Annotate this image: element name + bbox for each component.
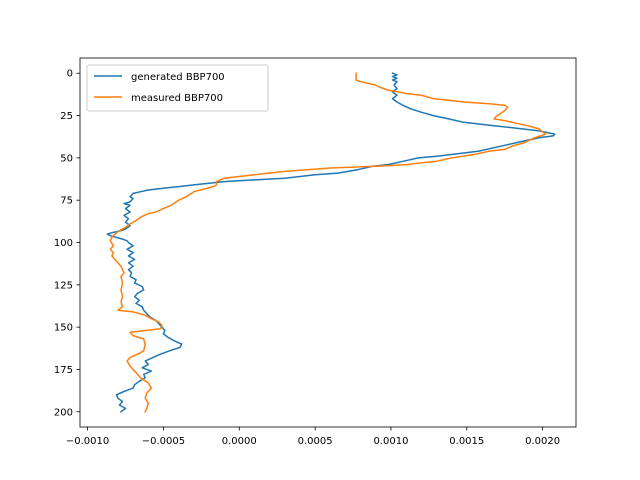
- y-tick-label-6: 150: [54, 323, 73, 334]
- x-tick-label-1: −0.0005: [142, 436, 185, 447]
- x-tick-label-3: 0.0005: [298, 436, 333, 447]
- x-tick-label-0: −0.0010: [66, 436, 109, 447]
- series-line-1: [109, 72, 547, 413]
- legend-label-measured: measured BBP700: [131, 93, 223, 104]
- y-tick-label-7: 175: [54, 365, 73, 376]
- plot-area: [80, 58, 576, 427]
- x-tick-label-2: 0.0000: [222, 436, 257, 447]
- x-tick-label-5: 0.0015: [449, 436, 484, 447]
- series-line-0: [106, 72, 556, 413]
- legend: generated BBP700 measured BBP700: [86, 64, 269, 112]
- y-tick-label-4: 100: [54, 238, 73, 249]
- y-tick-label-8: 200: [54, 407, 73, 418]
- x-tick-label-6: 0.0020: [525, 436, 560, 447]
- y-tick-label-2: 50: [60, 153, 73, 164]
- y-tick-label-5: 125: [54, 280, 73, 291]
- y-tick-label-0: 0: [67, 69, 73, 80]
- y-tick-label-3: 75: [60, 196, 73, 207]
- series-layer: [106, 72, 556, 413]
- x-axis: −0.0010 −0.0005 0.0000 0.0005 0.0010 0.0015 0.…: [66, 427, 560, 447]
- x-tick-label-4: 0.0010: [373, 436, 408, 447]
- y-axis: 0 25 50 75 100 125 150 175 200: [54, 69, 80, 418]
- legend-frame: [86, 64, 269, 112]
- y-tick-label-1: 25: [60, 111, 73, 122]
- legend-label-generated: generated BBP700: [131, 72, 225, 83]
